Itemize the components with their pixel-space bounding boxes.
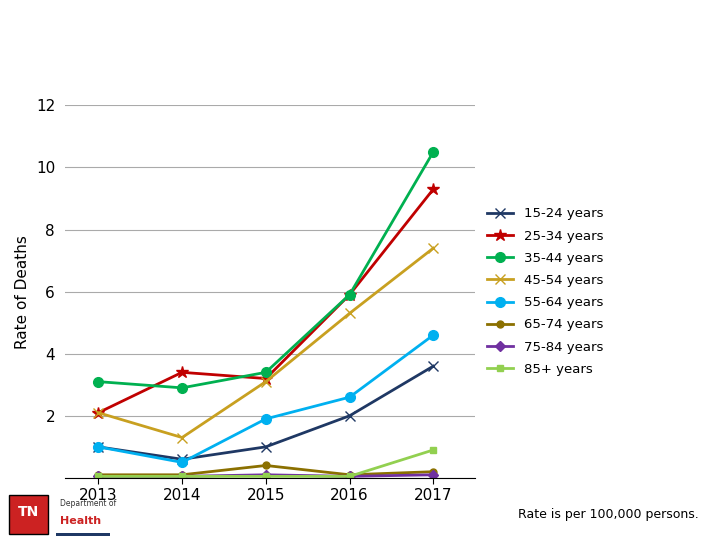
Line: 75-84 years: 75-84 years [95, 471, 437, 480]
Text: Department of: Department of [60, 498, 116, 508]
Text: Stimulants other than Cocaine Death Rates by Age
Distribution, 2013-2017: Stimulants other than Cocaine Death Rate… [11, 23, 610, 68]
55-64 years [429, 332, 438, 338]
15-24 years [261, 444, 270, 450]
Legend: 15-24 years, 25-34 years, 35-44 years, 45-54 years, 55-64 years, 65-74 years, 75: 15-24 years, 25-34 years, 35-44 years, 4… [482, 202, 609, 381]
35-44 years [429, 148, 438, 155]
25-34 years [429, 186, 438, 192]
FancyBboxPatch shape [9, 495, 48, 534]
Line: 65-74 years: 65-74 years [95, 462, 437, 478]
65-74 years [94, 471, 103, 478]
85+ years [94, 473, 103, 480]
15-24 years [94, 444, 103, 450]
15-24 years [346, 413, 354, 419]
25-34 years [346, 292, 354, 298]
65-74 years [178, 471, 186, 478]
75-84 years [346, 473, 354, 480]
Text: Health: Health [60, 516, 101, 525]
Line: 85+ years: 85+ years [95, 447, 437, 480]
15-24 years [429, 363, 438, 369]
75-84 years [178, 473, 186, 480]
35-44 years [178, 384, 186, 391]
75-84 years [94, 473, 103, 480]
25-34 years [94, 409, 103, 416]
85+ years [346, 473, 354, 480]
45-54 years [346, 310, 354, 316]
Line: 45-54 years: 45-54 years [94, 243, 438, 442]
45-54 years [94, 409, 103, 416]
25-34 years [178, 369, 186, 376]
75-84 years [261, 471, 270, 478]
45-54 years [429, 245, 438, 252]
Line: 35-44 years: 35-44 years [94, 147, 438, 393]
Line: 15-24 years: 15-24 years [94, 361, 438, 464]
35-44 years [346, 292, 354, 298]
45-54 years [261, 379, 270, 385]
65-74 years [346, 471, 354, 478]
Y-axis label: Rate of Deaths: Rate of Deaths [15, 235, 30, 348]
55-64 years [346, 394, 354, 401]
15-24 years [178, 456, 186, 462]
25-34 years [261, 375, 270, 382]
75-84 years [429, 471, 438, 478]
Text: TN: TN [17, 505, 39, 519]
35-44 years [261, 369, 270, 376]
35-44 years [94, 379, 103, 385]
85+ years [429, 447, 438, 453]
65-74 years [261, 462, 270, 469]
55-64 years [178, 459, 186, 465]
55-64 years [94, 444, 103, 450]
85+ years [178, 473, 186, 480]
65-74 years [429, 468, 438, 475]
Line: 25-34 years: 25-34 years [92, 183, 440, 419]
Bar [56, 533, 110, 536]
85+ years [261, 473, 270, 480]
45-54 years [178, 434, 186, 441]
55-64 years [261, 416, 270, 422]
Line: 55-64 years: 55-64 years [94, 330, 438, 467]
Text: Rate is per 100,000 persons.: Rate is per 100,000 persons. [518, 508, 698, 521]
